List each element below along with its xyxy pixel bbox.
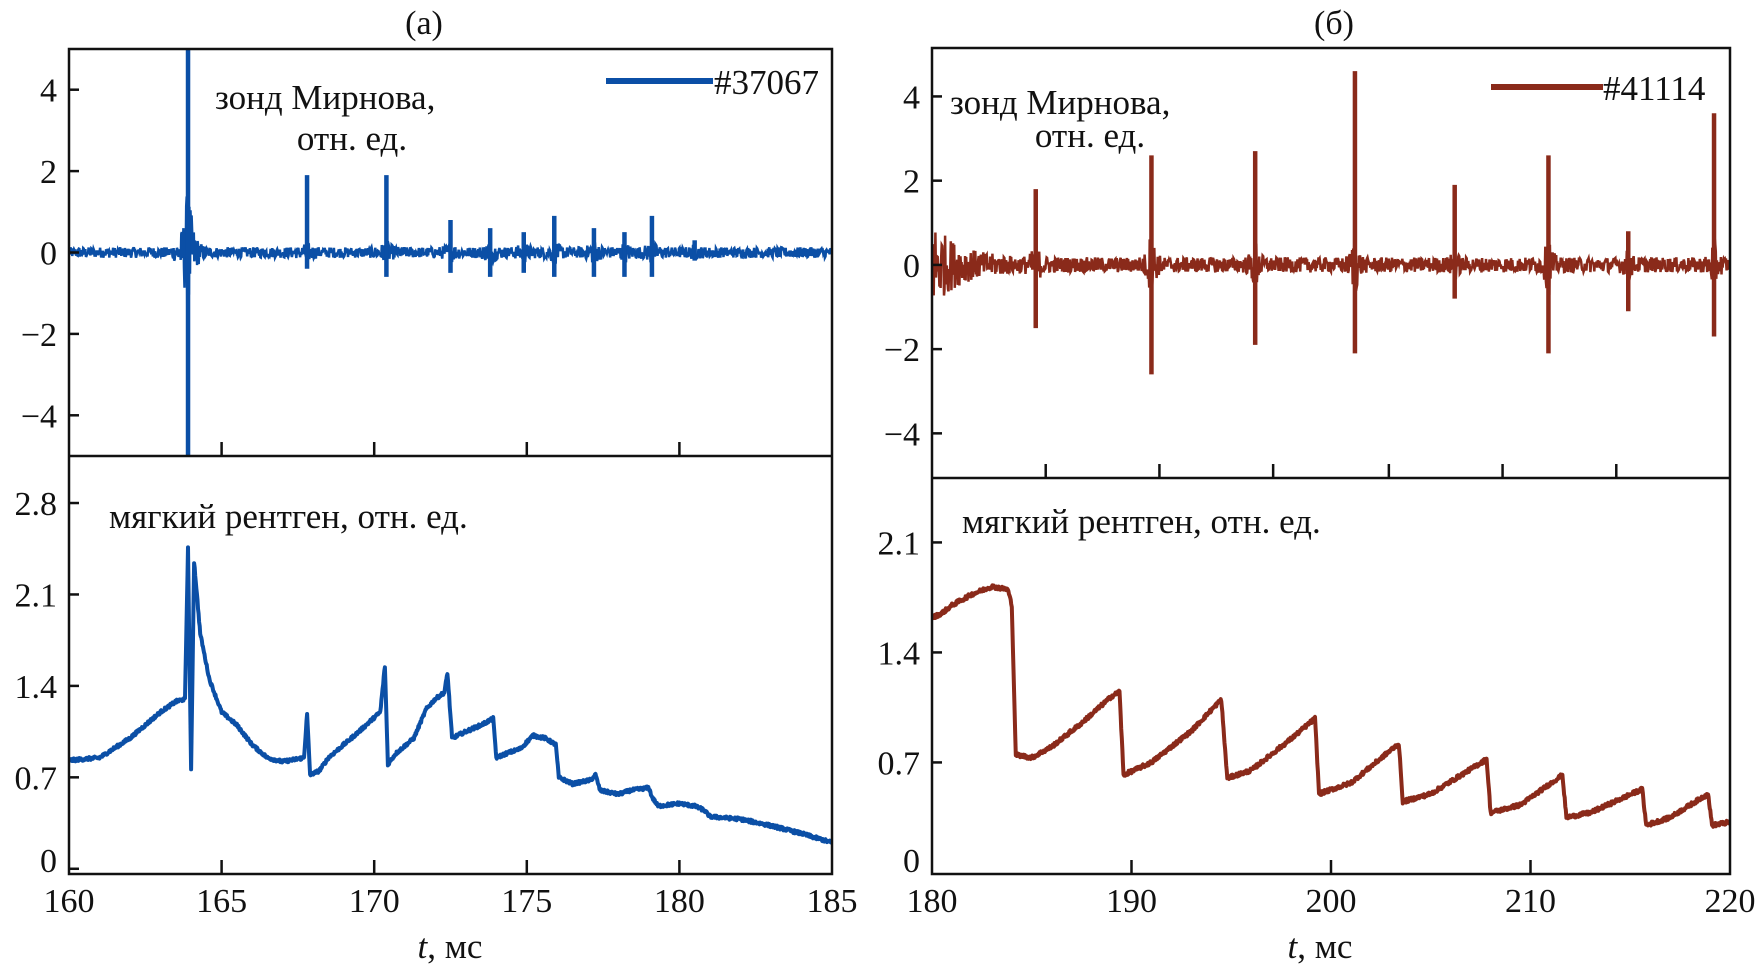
panel-b-title: (б) — [1314, 5, 1354, 42]
panel-a-top-ytick-label-0: −4 — [21, 398, 57, 435]
panel-b-xlabel-unit: , мс — [1297, 927, 1352, 966]
panel-a-sxr-series — [69, 545, 832, 845]
panel-a-xtick-label-2: 170 — [349, 883, 400, 920]
panel-b-xtick-label-2: 200 — [1306, 883, 1357, 920]
panel-b-top-ytick-label-1: −2 — [884, 332, 920, 369]
panel-b-bottom-ytick-label-1: 0.7 — [878, 745, 921, 782]
panel-b-xtick-label-0: 180 — [907, 883, 958, 920]
panel-a-xtick-label-3: 175 — [501, 883, 552, 920]
panel-a-legend-label: #37067 — [714, 63, 819, 102]
panel-b-sxr-label: мягкий рентген, отн. ед. — [962, 502, 1321, 541]
panel-a-xtick-label-0: 160 — [44, 883, 95, 920]
panel-b-mirnov-label-2: отн. ед. — [1035, 116, 1145, 155]
panel-b-mirnov-label-1: зонд Мирнова, — [950, 83, 1170, 122]
panel-b-sxr-line — [932, 583, 1730, 829]
panel-b-top-ytick-label-2: 0 — [903, 248, 920, 285]
panel-a-sxr-line — [69, 545, 832, 845]
panel-b-sxr-series — [932, 583, 1730, 829]
panel-b-mirnov-line — [932, 232, 1730, 304]
panel-a-xlabel: t, мс — [418, 927, 483, 966]
panel-a-bottom-ytick-label-1: 0.7 — [15, 760, 58, 797]
panel-b-top-ytick-label-3: 2 — [903, 164, 920, 201]
panel-a-mirnov-label-2: отн. ед. — [297, 119, 407, 158]
panel-a-xtick-label-1: 165 — [196, 883, 247, 920]
panel-a-top-ytick-label-2: 0 — [40, 236, 57, 273]
panel-a-top-ytick-label-4: 4 — [40, 73, 57, 110]
panel-a-bottom-ytick-label-4: 2.8 — [15, 486, 58, 523]
panel-b-xtick-label-3: 210 — [1505, 883, 1556, 920]
panel-b-xtick-label-4: 220 — [1705, 883, 1756, 920]
panel-a-xlabel-var: t — [418, 927, 429, 966]
panel-a-top-ytick-label-1: −2 — [21, 317, 57, 354]
panel-b-xlabel: t, мс — [1288, 927, 1353, 966]
panel-a-title: (а) — [405, 5, 443, 42]
panel-a-bottom-ytick-label-2: 1.4 — [15, 669, 58, 706]
panel-b-xtick-label-1: 190 — [1106, 883, 1157, 920]
panel-b-legend-label: #41114 — [1603, 69, 1705, 108]
panel-b-top-ytick-label-0: −4 — [884, 416, 920, 453]
panel-b-bottom-ytick-label-3: 2.1 — [878, 525, 921, 562]
panel-b-bottom-ytick-label-2: 1.4 — [878, 635, 921, 672]
panel-a-mirnov-series — [69, 49, 832, 456]
panel-a-bottom-ytick-label-0: 0 — [40, 843, 57, 880]
panel-a-xlabel-unit: , мс — [427, 927, 482, 966]
panel-b-frame — [930, 46, 1732, 876]
panel-b-bottom-ytick-label-0: 0 — [903, 843, 920, 880]
panel-b-xlabel-var: t — [1288, 927, 1299, 966]
panel-b-mirnov-series — [932, 71, 1730, 375]
panel-a-xtick-label-4: 180 — [654, 883, 705, 920]
panel-a-xtick-label-5: 185 — [807, 883, 858, 920]
panel-a-mirnov-label-1: зонд Мирнова, — [215, 78, 435, 117]
panel-a-bottom-ytick-label-3: 2.1 — [15, 577, 58, 614]
panel-a-top-ytick-label-3: 2 — [40, 154, 57, 191]
panel-a-sxr-label: мягкий рентген, отн. ед. — [109, 497, 468, 536]
panel-a-frame — [67, 47, 834, 876]
panel-b-top-ytick-label-4: 4 — [903, 79, 920, 116]
